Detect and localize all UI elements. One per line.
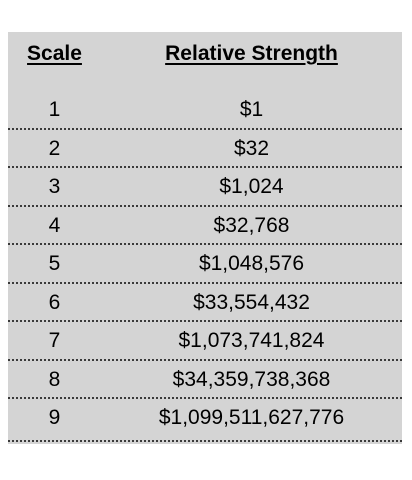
strength-cell: $1,048,576	[198, 252, 305, 275]
strength-cell: $32,768	[213, 213, 290, 237]
scale-cell: 2	[48, 136, 61, 160]
table-header: Scale Relative Strength	[8, 32, 402, 78]
strength-cell: $32	[233, 136, 270, 160]
strength-cell: $33,554,432	[193, 290, 310, 314]
strength-cell: $34,359,738,368	[172, 367, 331, 391]
scale-cell: 9	[48, 406, 61, 429]
table-row: 6 $33,554,432	[8, 284, 402, 322]
scale-cell: 1	[48, 98, 61, 121]
table-row: 3 $1,024	[8, 168, 402, 207]
bottom-divider	[8, 440, 402, 442]
strength-cell: $1,099,511,627,776	[158, 406, 345, 429]
scale-cell: 5	[48, 252, 61, 275]
header-scale: Scale	[27, 42, 82, 65]
table-row: 1 $1	[8, 91, 402, 130]
scale-cell: 8	[48, 367, 61, 391]
scale-cell: 4	[48, 213, 61, 237]
header-relative-strength: Relative Strength	[165, 42, 338, 65]
table-row: 5 $1,048,576	[8, 245, 402, 284]
scale-cell: 3	[48, 175, 61, 198]
table-row: 2 $32	[8, 130, 402, 168]
strength-cell: $1,024	[219, 175, 284, 198]
table-row: 4 $32,768	[8, 207, 402, 245]
table-row: 8 $34,359,738,368	[8, 361, 402, 399]
strength-cell: $1,073,741,824	[178, 329, 325, 352]
strength-cell: $1	[239, 98, 264, 121]
table-row: 7 $1,073,741,824	[8, 322, 402, 361]
strength-table: Scale Relative Strength 1 $1 2 $32 3 $1,…	[8, 32, 402, 444]
scale-cell: 6	[48, 290, 61, 314]
table-body: 1 $1 2 $32 3 $1,024 4 $32,768 5 $1,048,5…	[8, 91, 402, 438]
table-row: 9 $1,099,511,627,776	[8, 399, 402, 438]
scale-cell: 7	[48, 329, 61, 352]
